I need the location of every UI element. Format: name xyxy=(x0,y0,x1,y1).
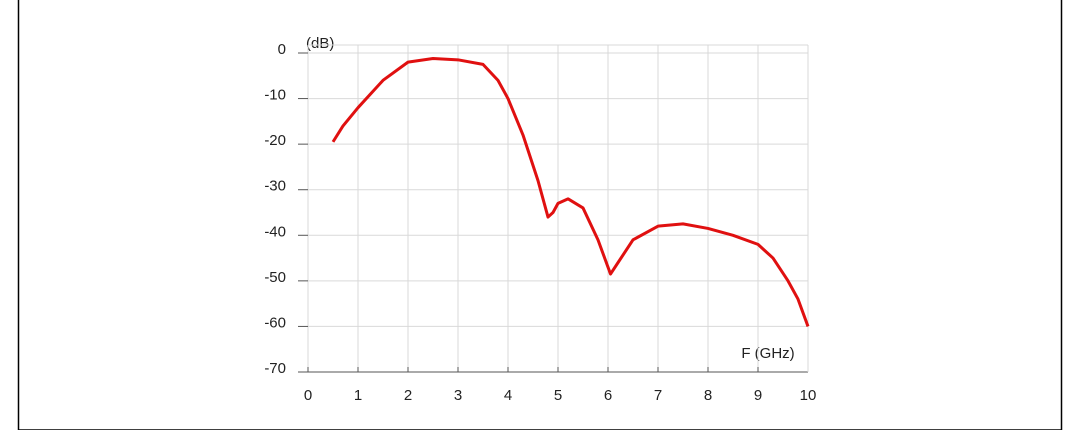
frame xyxy=(17,0,1063,430)
y-tick-label: -20 xyxy=(264,132,286,149)
y-tick-label: -60 xyxy=(264,314,286,331)
y-tick-label: -50 xyxy=(264,269,286,286)
line-series xyxy=(331,56,810,327)
x-tick-label: 5 xyxy=(554,387,562,404)
y-tick-label: -10 xyxy=(264,87,286,104)
x-tick-label: 9 xyxy=(754,387,762,404)
x-tick-label: 0 xyxy=(304,387,312,404)
y-tick-label: -30 xyxy=(264,178,286,195)
x-tick-label: 4 xyxy=(504,387,512,404)
x-tick-label: 1 xyxy=(354,387,362,404)
y-axis-label: (dB) xyxy=(306,35,334,52)
y-tick-label: -40 xyxy=(264,223,286,240)
x-tick-label: 7 xyxy=(654,387,662,404)
x-tick-label: 2 xyxy=(404,387,412,404)
y-tick-label: -70 xyxy=(264,360,286,377)
x-axis-label: F (GHz) xyxy=(741,345,794,362)
x-tick-label: 8 xyxy=(704,387,712,404)
x-tick-label: 10 xyxy=(800,387,817,404)
y-tick-label: 0 xyxy=(278,41,286,58)
x-tick-label: 6 xyxy=(604,387,612,404)
x-tick-label: 3 xyxy=(454,387,462,404)
